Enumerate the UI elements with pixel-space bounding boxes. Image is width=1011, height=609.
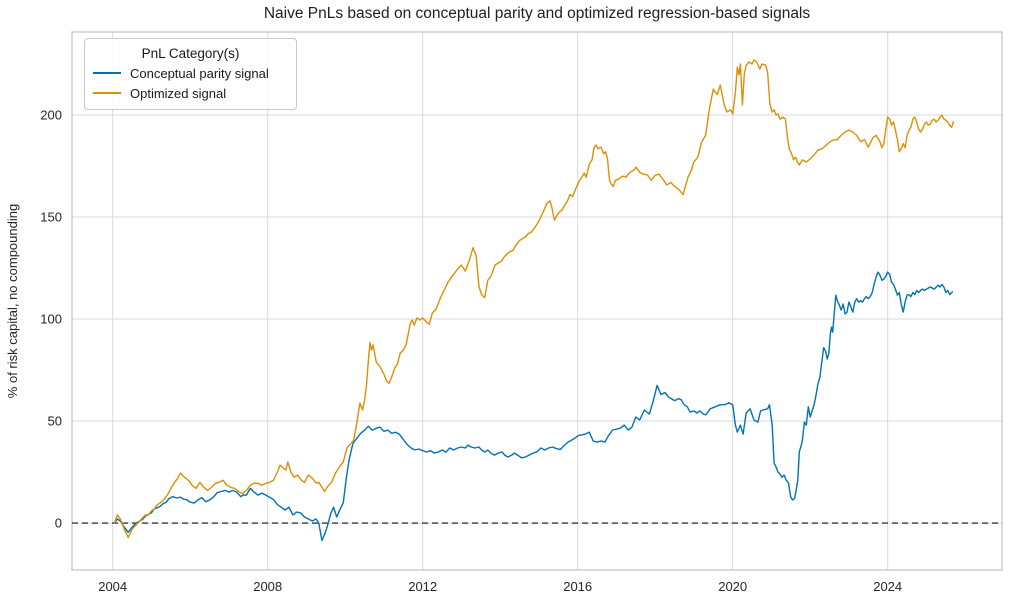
x-tick-label: 2020 [718, 579, 747, 594]
x-tick-label: 2024 [873, 579, 902, 594]
y-axis-label: % of risk capital, no compounding [5, 204, 20, 398]
series-line-optimized [113, 59, 955, 539]
y-tick-label: 150 [40, 210, 62, 225]
plot-border [71, 31, 1003, 571]
y-tick-label: 100 [40, 312, 62, 327]
y-tick-label: 0 [55, 516, 62, 531]
series-line-conceptual-parity [114, 271, 954, 542]
x-tick-label: 2012 [408, 579, 437, 594]
legend-line-swatch-conceptual [93, 72, 121, 74]
legend-item-label: Conceptual parity signal [130, 65, 269, 81]
legend-item-optimized: Optimized signal [93, 83, 288, 103]
legend: PnL Category(s) Conceptual parity signal… [84, 38, 297, 110]
legend-item-label: Optimized signal [130, 85, 227, 101]
legend-item-conceptual-parity: Conceptual parity signal [93, 63, 288, 83]
x-tick-label: 2016 [563, 579, 592, 594]
legend-title: PnL Category(s) [141, 46, 240, 61]
chart-title: Naive PnLs based on conceptual parity an… [263, 5, 811, 22]
y-tick-label: 200 [40, 108, 62, 123]
x-tick-label: 2004 [98, 579, 127, 594]
legend-line-swatch-optimized [93, 92, 121, 94]
y-tick-label: 50 [48, 414, 62, 429]
x-tick-label: 2008 [253, 579, 282, 594]
